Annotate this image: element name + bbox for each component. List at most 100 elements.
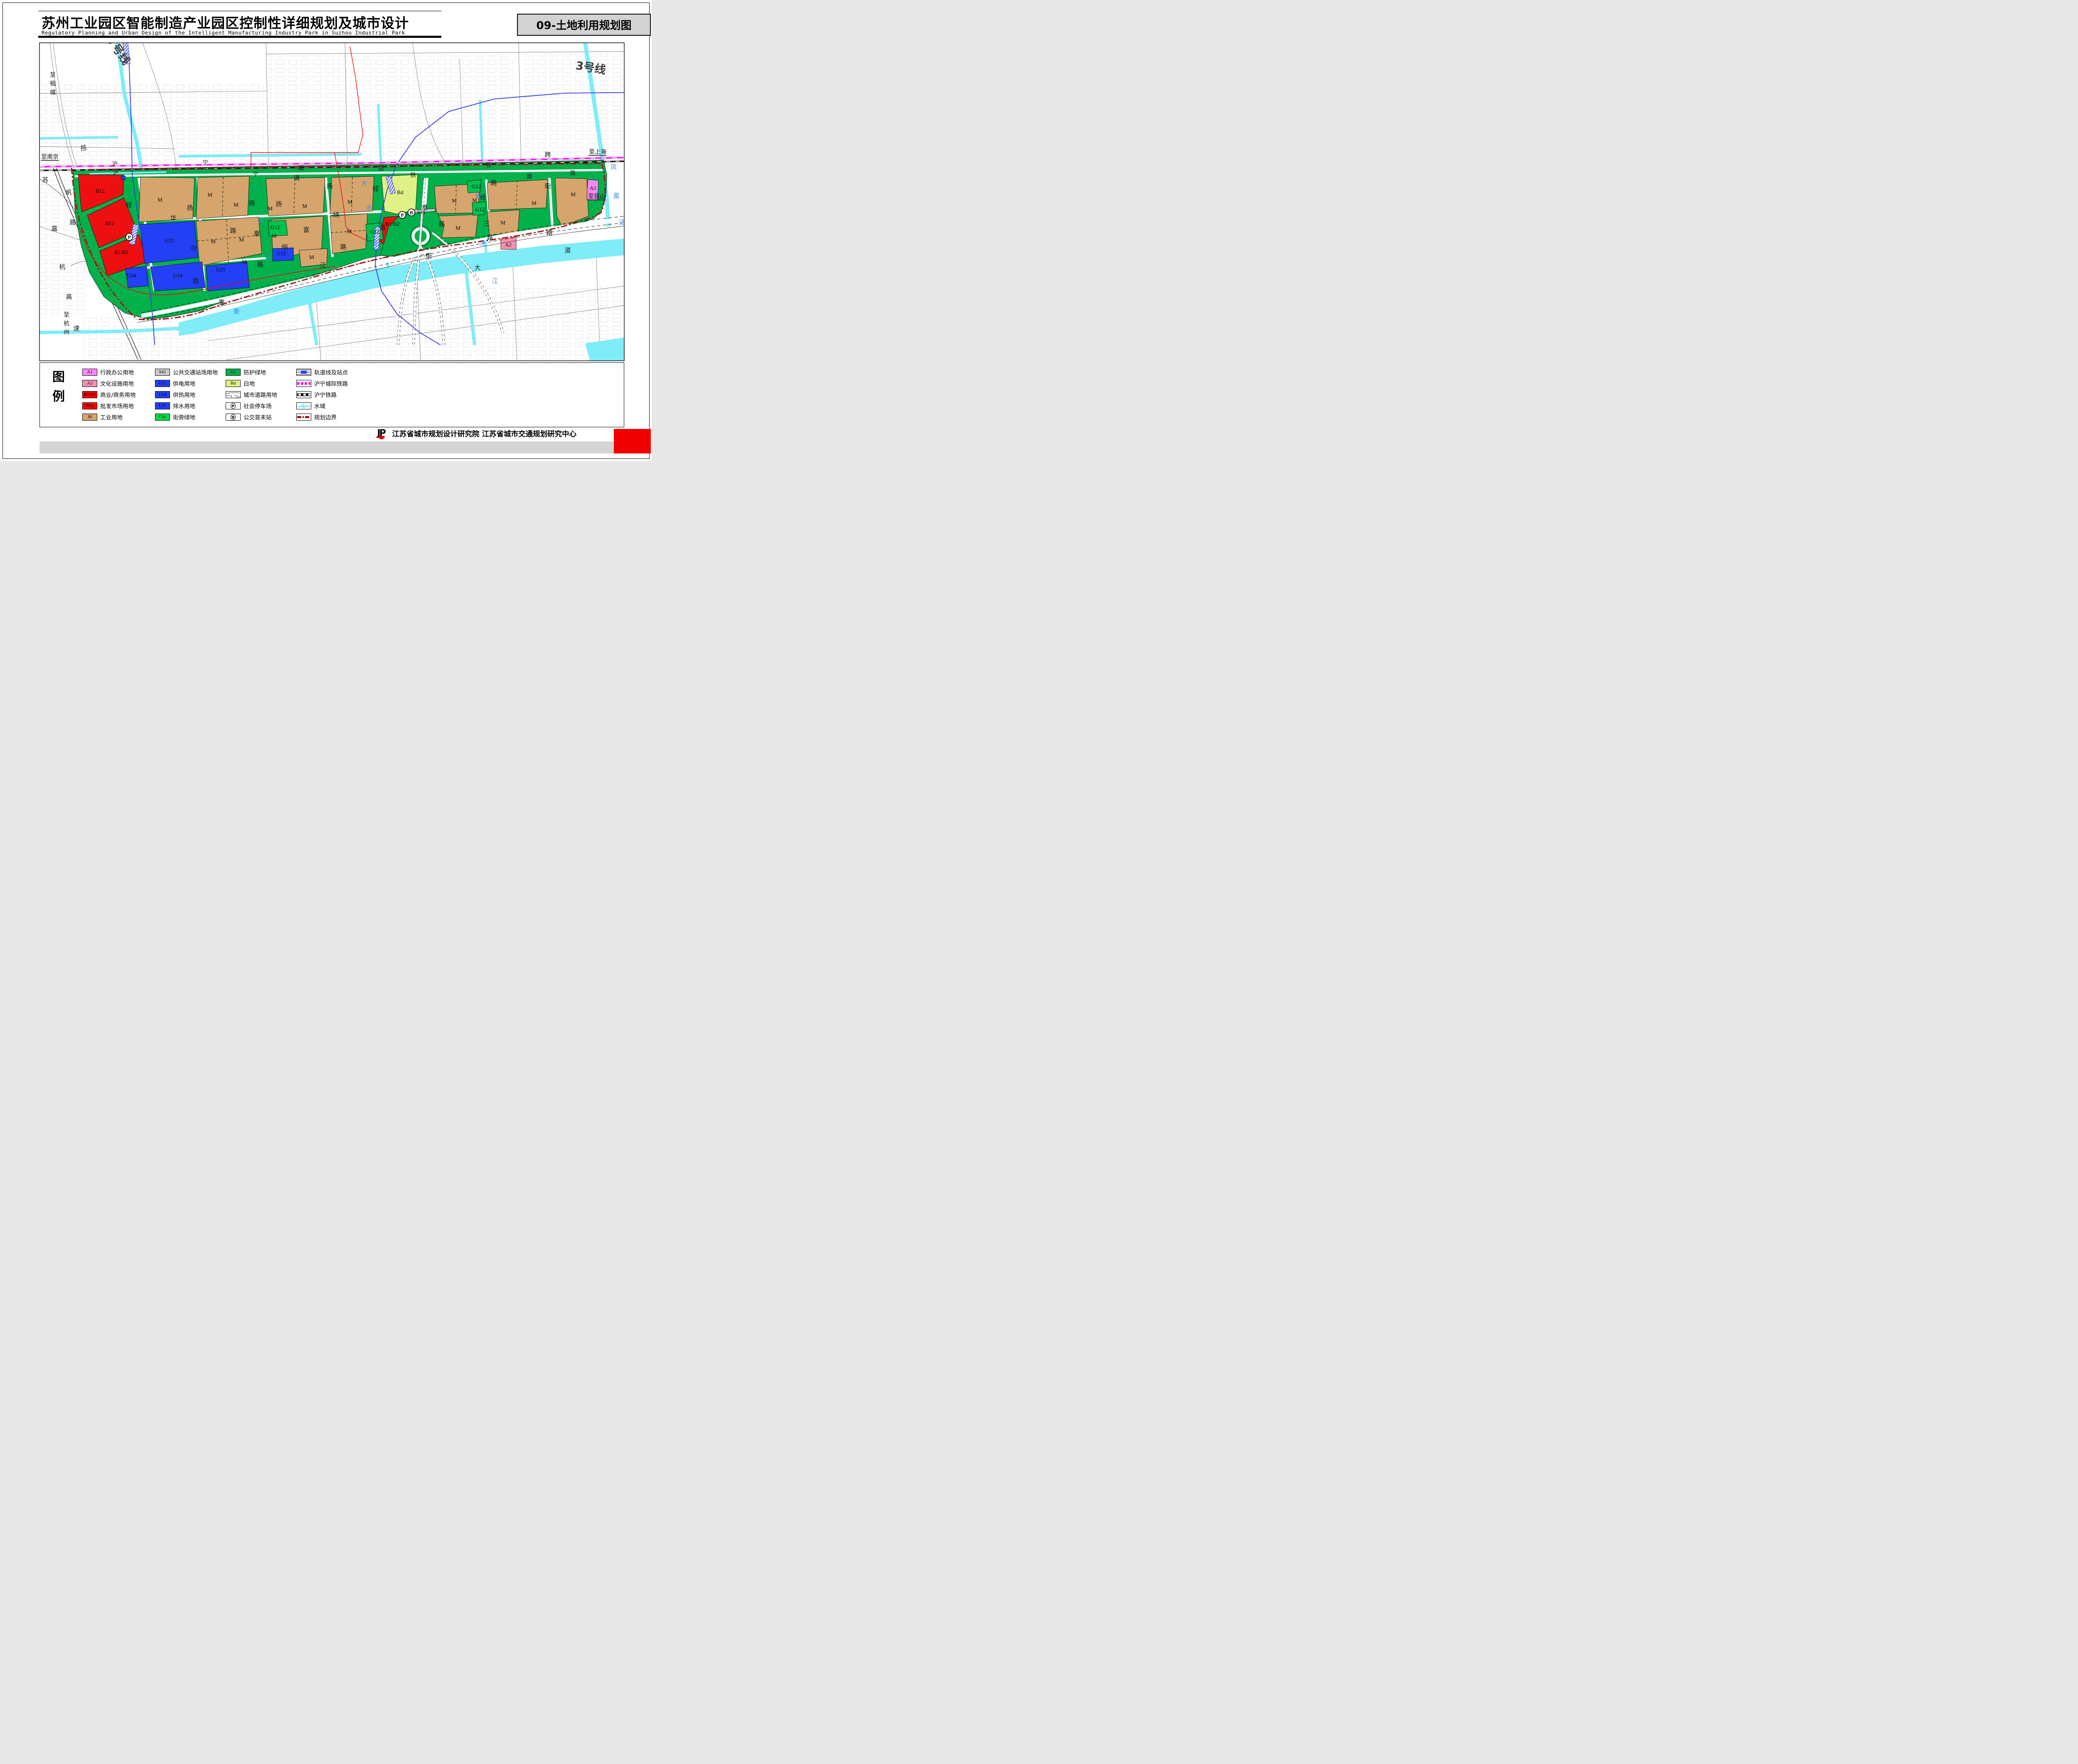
- legend-item: 轨道线及站点: [296, 367, 348, 377]
- parking-symbol: [398, 211, 406, 219]
- map-label: 阳: [544, 182, 551, 190]
- legend-swatch-a1: A1: [82, 368, 97, 376]
- svg-text:B: B: [232, 416, 235, 420]
- legend-item-label: 排水用地: [173, 403, 195, 410]
- map-label: 路: [69, 219, 76, 226]
- legend: 图例 A1 行政办公用地 A2 文化设施用地 B1/B2 商业/商务用地 B12 批发市场用地…: [39, 362, 624, 427]
- legend-item: 规划边界: [296, 412, 348, 422]
- legend-item: 城市道路用地: [226, 389, 277, 399]
- map-label: 宁: [253, 171, 259, 178]
- legend-swatch-g2: G2: [226, 368, 241, 376]
- map-label: M: [268, 205, 273, 212]
- symbol-letter: P: [401, 212, 404, 218]
- map-label: 杭: [64, 320, 69, 327]
- legend-item-label: 白地: [244, 381, 255, 387]
- map-label: 至: [50, 72, 56, 79]
- map-label: A2: [505, 241, 512, 248]
- legend-item: S41 公共交通站场用地: [155, 367, 218, 377]
- legend-item-label: 工业用地: [100, 414, 123, 421]
- legend-swatch-b1/b2: B1/B2: [82, 391, 97, 398]
- map-label: 泾: [264, 254, 271, 262]
- map-label: 沪: [113, 170, 118, 177]
- legend-item: G2 防护绿地: [226, 367, 277, 377]
- title-en: Regulatory Planning and Urban Design of …: [42, 30, 405, 36]
- map-label: 扬: [326, 182, 332, 190]
- map-label: 大: [474, 264, 480, 271]
- plan-sheet: 苏州工业园区智能制造产业园区控制性详细规划及城市设计 Regulatory Pl…: [0, 0, 652, 461]
- map-label: M: [158, 197, 162, 203]
- map-label: S41: [417, 209, 426, 215]
- legend-item-label: 公交首末站: [244, 414, 272, 421]
- map-label: M: [472, 197, 477, 203]
- legend-item: B1/B2 商业/商务用地: [82, 389, 136, 399]
- legend-swatch-B-icon: B: [226, 413, 241, 421]
- map-label: M: [207, 192, 212, 198]
- map-label: 扬: [80, 144, 86, 152]
- map-label: 江: [492, 277, 498, 285]
- map-label: M: [239, 237, 244, 243]
- institute-logo: JP: [377, 428, 386, 439]
- map-label: 华: [170, 214, 176, 222]
- footer-red-block: [614, 429, 651, 453]
- map-label: 城: [298, 165, 304, 172]
- map-label: 速: [73, 325, 79, 332]
- legend-item: Bd 白地: [226, 378, 277, 388]
- legend-heading: 图例: [52, 370, 65, 404]
- map-label: 娄: [218, 298, 224, 306]
- map-label: B12: [96, 188, 105, 194]
- map-label: 至: [64, 312, 69, 318]
- map-label: 际: [378, 166, 384, 172]
- map-label: 娄: [233, 308, 239, 315]
- legend-item-label: 公共交通站场用地: [173, 370, 218, 376]
- legend-item-label: 水域: [314, 403, 325, 410]
- map-label: 城: [50, 89, 56, 96]
- map-label: 路: [546, 229, 552, 237]
- map-label: 路: [340, 243, 346, 251]
- map-label: 港: [421, 204, 427, 211]
- legend-item: M 工业用地: [82, 412, 136, 422]
- legend-item: B 公交首末站: [226, 412, 277, 422]
- map-label: 路: [490, 179, 497, 187]
- sheet-number: 09-土地利用规划图: [517, 14, 651, 36]
- metro-line-7: [126, 43, 155, 345]
- map-label: 路: [192, 277, 199, 285]
- legend-item: P 社会停车场: [226, 401, 277, 411]
- legend-item: 沪宁铁路: [296, 389, 348, 399]
- legend-item-label: 沪宁城际铁路: [314, 381, 348, 387]
- map-label: 富: [303, 226, 309, 234]
- legend-item-label: 规划边界: [314, 414, 337, 421]
- legend-item-label: 批发市场用地: [100, 403, 134, 410]
- background-roads: [39, 43, 624, 360]
- legend-swatch-bd: Bd: [226, 379, 241, 387]
- legend-item-label: 供热用地: [173, 392, 195, 399]
- map-label: 清: [293, 174, 300, 182]
- map-label: G12: [370, 229, 379, 235]
- map-label: 州: [64, 329, 69, 336]
- legend-item: 水域: [296, 401, 348, 411]
- legend-item: 沪宁城际铁路: [296, 378, 348, 388]
- legend-item-label: 文化设施用地: [100, 381, 134, 387]
- map-label: 扬: [276, 200, 282, 208]
- map-label: 扬: [187, 204, 193, 212]
- loujiang-avenue: [137, 216, 624, 323]
- map-label: B1/B2: [385, 221, 399, 227]
- map-label: 相: [50, 81, 56, 87]
- footer-gray-bar: [39, 441, 614, 453]
- metro-line-3: [375, 92, 624, 345]
- map-label: 路: [230, 227, 236, 234]
- map-label: 沪: [112, 161, 118, 168]
- map-label: 帆: [65, 189, 71, 196]
- map-label: 至南京: [41, 154, 59, 160]
- title-underline: [38, 36, 441, 38]
- legend-swatch-m: M: [82, 413, 97, 421]
- legend-item-label: 商业/商务用地: [100, 392, 136, 399]
- map-label: M: [452, 197, 457, 204]
- bus-terminus-symbol: [407, 208, 416, 217]
- map-label: M: [347, 199, 352, 205]
- legend-swatch-u21: U21: [155, 402, 170, 409]
- map-label: M: [302, 203, 307, 209]
- map-label: 绣: [333, 211, 339, 219]
- footer: JP 江苏省城市规划设计研究院 江苏省城市交通规划研究中心: [39, 428, 624, 441]
- legend-item: G1c 街旁绿地: [155, 412, 218, 422]
